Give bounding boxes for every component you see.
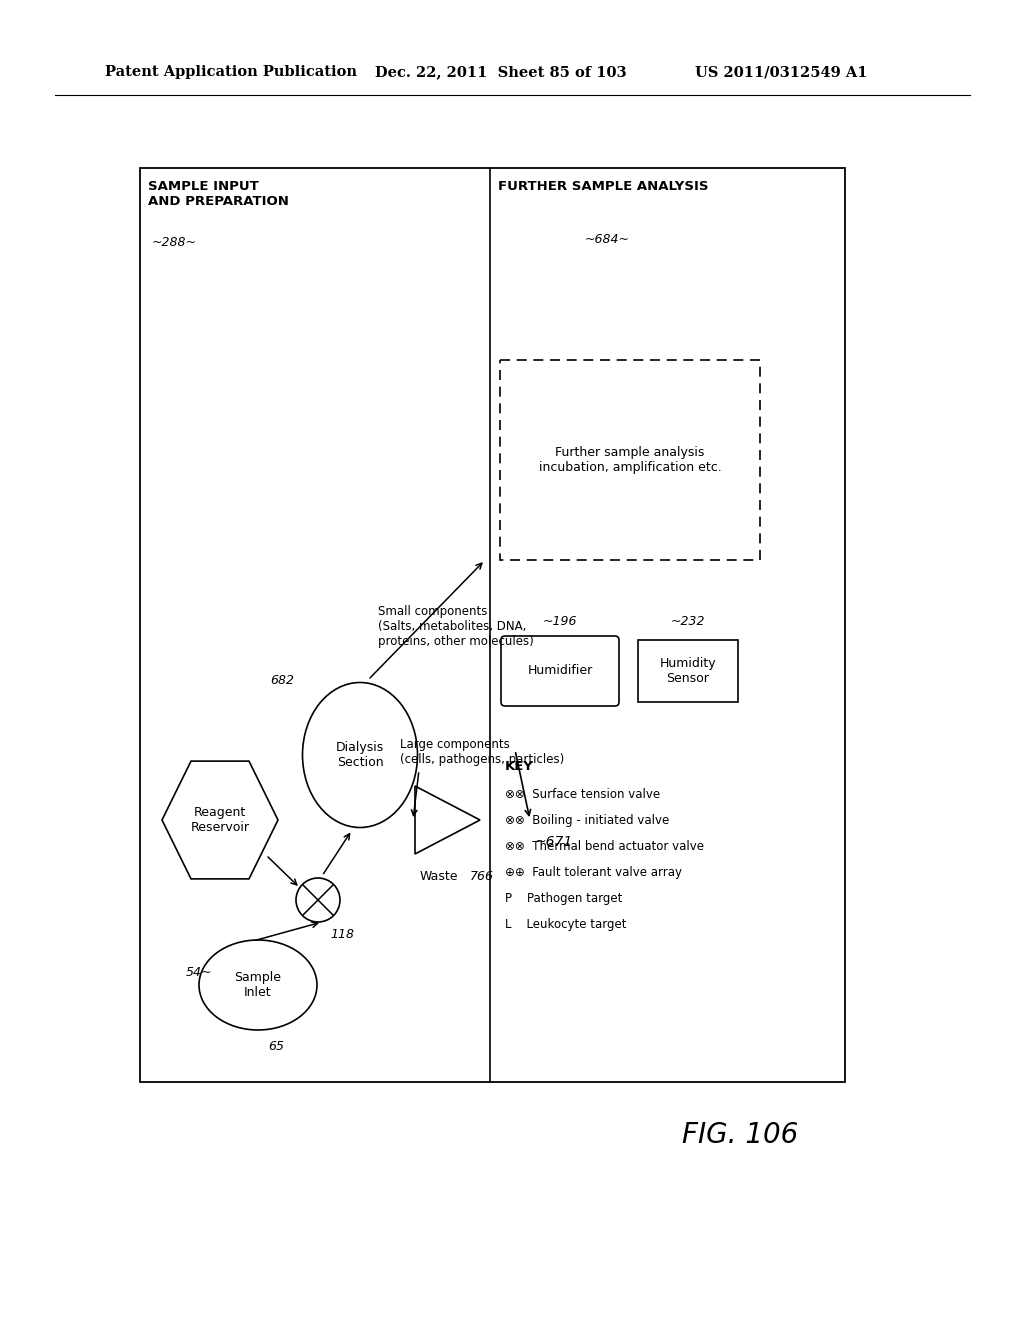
Text: ⊗⊗  Surface tension valve: ⊗⊗ Surface tension valve [505, 788, 660, 801]
Text: ~232: ~232 [671, 615, 706, 628]
Bar [638, 640, 738, 702]
Text: 682: 682 [270, 673, 294, 686]
Text: ~684~: ~684~ [585, 234, 630, 246]
Text: ⊗⊗  Thermal bend actuator valve: ⊗⊗ Thermal bend actuator valve [505, 840, 705, 853]
Text: Large components
(cells, pathogens, particles): Large components (cells, pathogens, part… [400, 738, 564, 766]
Text: 766: 766 [470, 870, 494, 883]
Text: Waste: Waste [420, 870, 459, 883]
FancyBboxPatch shape [500, 360, 760, 560]
Text: Small components
(Salts, metabolites, DNA,
proteins, other molecules): Small components (Salts, metabolites, DN… [378, 605, 534, 648]
Circle shape [296, 878, 340, 921]
Text: 118: 118 [330, 928, 354, 941]
Text: ⊗⊗  Boiling - initiated valve: ⊗⊗ Boiling - initiated valve [505, 814, 670, 828]
Text: 65: 65 [268, 1040, 284, 1053]
Text: Humidifier: Humidifier [527, 664, 593, 677]
Text: ~288~: ~288~ [152, 236, 197, 249]
Text: L    Leukocyte target: L Leukocyte target [505, 917, 627, 931]
Polygon shape [415, 785, 480, 854]
Text: 54~: 54~ [186, 966, 213, 979]
Text: ~671: ~671 [535, 836, 573, 849]
Text: Further sample analysis
incubation, amplification etc.: Further sample analysis incubation, ampl… [539, 446, 721, 474]
Text: Patent Application Publication: Patent Application Publication [105, 65, 357, 79]
Text: FURTHER SAMPLE ANALYSIS: FURTHER SAMPLE ANALYSIS [498, 180, 709, 193]
Text: Sample
Inlet: Sample Inlet [234, 972, 282, 999]
Text: ⊕⊕  Fault tolerant valve array: ⊕⊕ Fault tolerant valve array [505, 866, 682, 879]
Text: US 2011/0312549 A1: US 2011/0312549 A1 [695, 65, 867, 79]
Text: SAMPLE INPUT
AND PREPARATION: SAMPLE INPUT AND PREPARATION [148, 180, 289, 209]
Ellipse shape [199, 940, 317, 1030]
Ellipse shape [302, 682, 418, 828]
Text: Reagent
Reservoir: Reagent Reservoir [190, 807, 250, 834]
Text: Humidity
Sensor: Humidity Sensor [659, 657, 717, 685]
Text: Dialysis
Section: Dialysis Section [336, 741, 384, 770]
Text: Dec. 22, 2011  Sheet 85 of 103: Dec. 22, 2011 Sheet 85 of 103 [375, 65, 627, 79]
Text: ~196: ~196 [543, 615, 578, 628]
Polygon shape [162, 762, 278, 879]
Text: P    Pathogen target: P Pathogen target [505, 892, 623, 906]
Bar [140, 168, 845, 1082]
FancyBboxPatch shape [501, 636, 618, 706]
Text: FIG. 106: FIG. 106 [682, 1121, 798, 1148]
Text: KEY: KEY [505, 760, 534, 774]
